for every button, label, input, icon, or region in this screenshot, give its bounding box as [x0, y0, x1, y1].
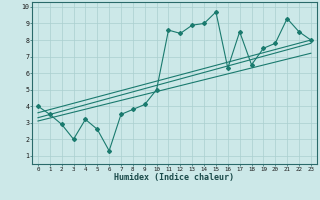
X-axis label: Humidex (Indice chaleur): Humidex (Indice chaleur) — [115, 173, 234, 182]
